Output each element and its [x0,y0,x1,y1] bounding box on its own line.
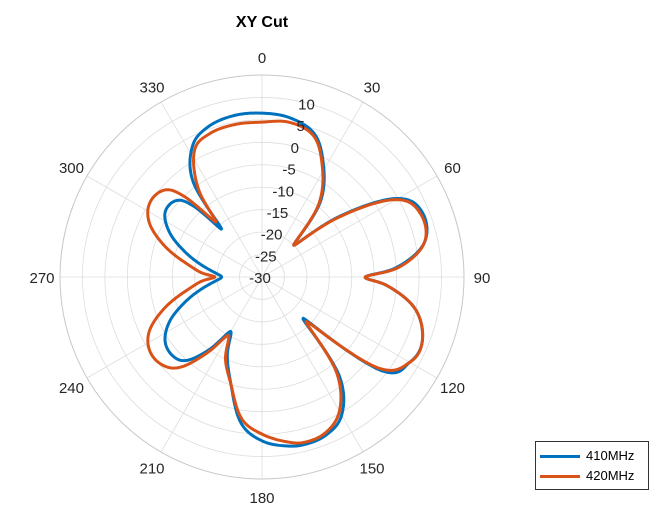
r-tick-label: -20 [261,227,283,244]
r-tick-label: -10 [272,183,294,200]
grid-ring [126,141,398,413]
grid-ring [171,186,353,368]
theta-tick-label: 0 [258,50,266,67]
legend: 410MHz 420MHz [535,441,649,490]
legend-item-410mhz: 410MHz [536,446,648,466]
legend-swatch-410mhz [540,455,580,458]
theta-tick-label: 270 [29,270,54,287]
theta-tick-label: 300 [59,160,84,177]
r-tick-label: 0 [291,140,299,157]
series-lines [146,111,429,448]
radial-tick-labels: -30 -25 -20 -15 -10 -5 0 5 10 [249,97,315,287]
legend-item-420mhz: 420MHz [536,466,648,486]
theta-tick-label: 90 [474,270,491,287]
grid-spoke-150 [261,276,364,453]
r-tick-label: -25 [255,248,277,265]
legend-swatch-420mhz [540,475,580,478]
theta-tick-label: 210 [139,461,164,478]
outer-ring [59,74,465,480]
series-line-420mhz [146,119,428,445]
theta-tick-label: 330 [139,79,164,96]
theta-tick-label: 240 [59,380,84,397]
theta-tick-label: 60 [444,160,461,177]
grid-spoke-300 [86,175,263,278]
r-tick-label: 10 [298,97,315,114]
theta-tick-label: 150 [359,461,384,478]
legend-label-410mhz: 410MHz [586,448,635,463]
grid-ring [216,231,308,323]
grid-ring [149,164,375,390]
r-tick-label: -30 [249,270,271,287]
r-tick-label: -15 [267,205,289,222]
theta-tick-label: 30 [364,79,381,96]
r-tick-label: 5 [296,118,304,135]
theta-tick-label: 120 [440,380,465,397]
grid-spoke-60 [261,175,438,278]
r-tick-label: -5 [282,162,295,179]
grid-spoke-330 [160,101,263,278]
grid-spoke-210 [160,276,263,453]
grid-spoke-120 [261,276,438,379]
grid-ring [239,254,285,300]
grid-ring [194,209,330,345]
grid-spoke-30 [261,101,364,278]
legend-label-420mhz: 420MHz [586,468,635,483]
angle-tick-labels: 0 30 60 90 120 150 180 210 240 270 300 330 [29,50,490,507]
grid-ring [82,97,442,457]
theta-tick-label: 180 [249,490,274,507]
chart-title: XY Cut [236,14,289,31]
grid-spoke-240 [86,276,263,379]
